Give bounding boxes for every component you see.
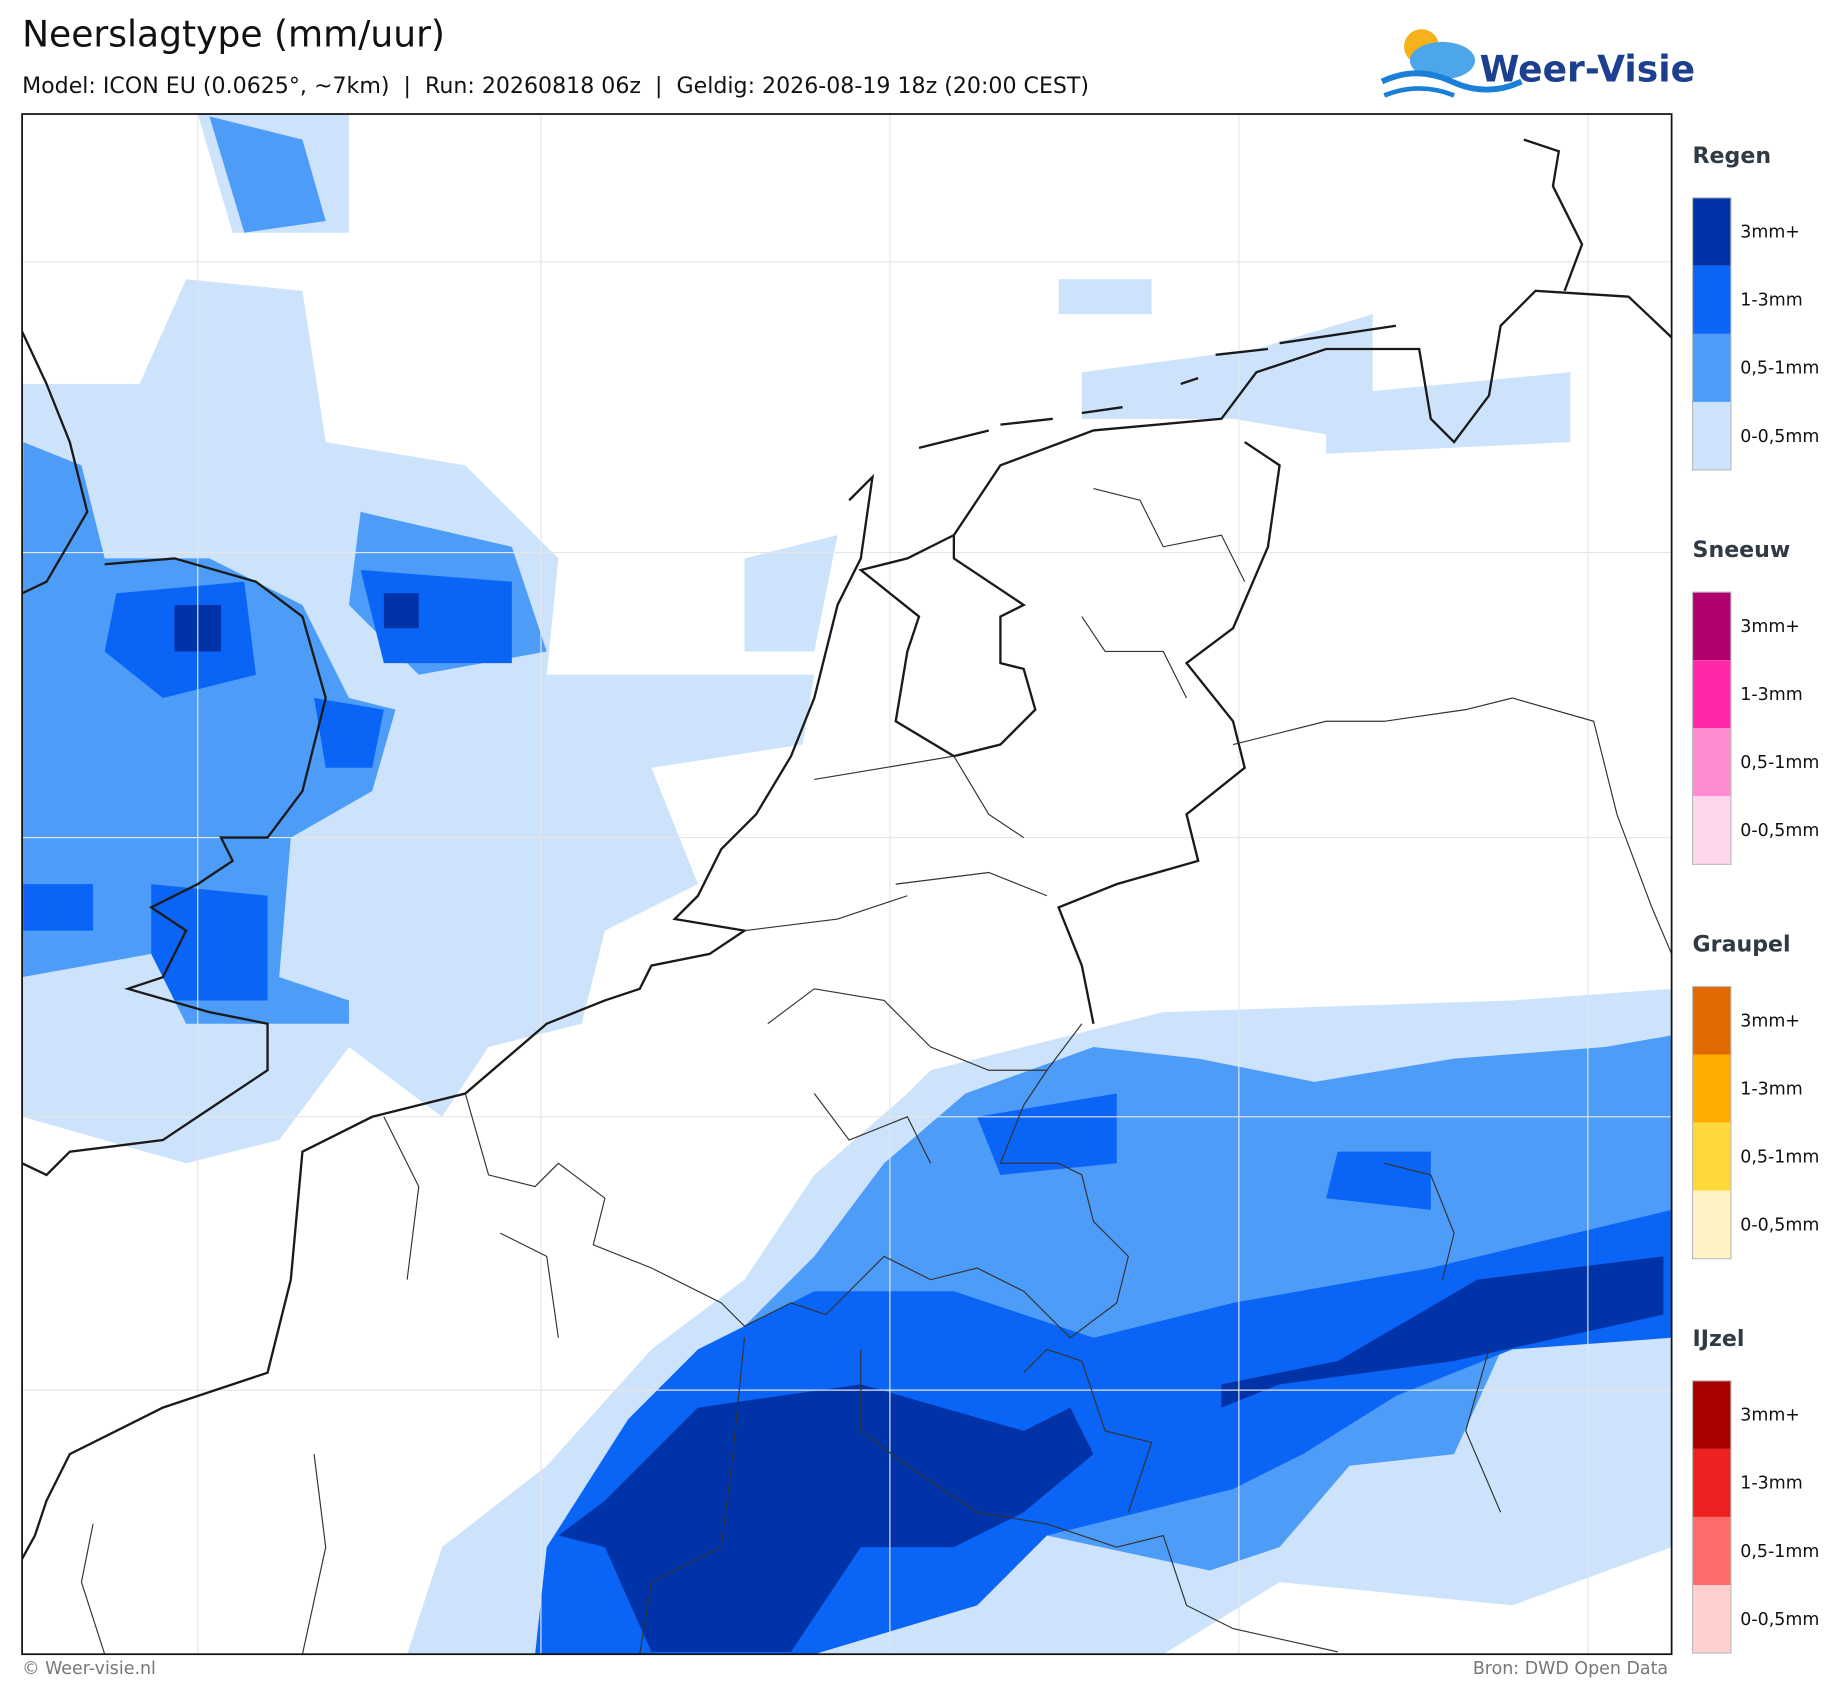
legend-group-title: IJzel — [1693, 1326, 1745, 1352]
legend-label: 0,5-1mm — [1740, 359, 1819, 379]
legend-label: 0-0,5mm — [1740, 821, 1819, 841]
precipitation — [22, 114, 1672, 1655]
legend-group-title: Sneeuw — [1693, 537, 1791, 563]
legend-swatch — [1692, 1448, 1731, 1517]
region-border — [80, 1116, 559, 1655]
legend-swatch — [1692, 333, 1731, 402]
legend-group-title: Regen — [1693, 143, 1772, 169]
legend-frame — [1691, 197, 1732, 471]
coastline — [22, 331, 327, 1177]
coastline — [22, 473, 875, 1560]
legend-swatch — [1692, 1380, 1731, 1449]
coastline — [952, 289, 1672, 1024]
legend-frame — [1691, 1380, 1732, 1654]
legend-label: 1-3mm — [1740, 685, 1802, 705]
coastline — [858, 533, 1037, 758]
legend-swatch — [1692, 1584, 1731, 1654]
region-border — [744, 488, 1672, 1513]
copyright: © Weer-visie.nl — [22, 1659, 156, 1679]
legend-label: 3mm+ — [1740, 1406, 1800, 1426]
precip-heavy — [23, 570, 512, 1001]
precip-light — [1058, 279, 1571, 454]
grid — [22, 114, 1672, 1655]
map-frame — [21, 113, 1673, 1656]
borders — [80, 488, 1672, 1655]
legend-swatch — [1692, 1054, 1731, 1123]
precip-light — [744, 535, 838, 652]
legend-label: 3mm+ — [1740, 617, 1800, 637]
legend-group-title: Graupel — [1693, 932, 1791, 958]
legend-swatch — [1692, 1190, 1731, 1259]
legend-label: 3mm+ — [1740, 223, 1800, 243]
precip-moderate — [22, 116, 547, 1024]
legend-label: 1-3mm — [1740, 1079, 1802, 1099]
legend-label: 1-3mm — [1740, 1474, 1802, 1494]
legend-label: 0,5-1mm — [1740, 1147, 1819, 1167]
legend-swatch — [1692, 592, 1731, 661]
source: Bron: DWD Open Data — [1473, 1659, 1668, 1679]
island — [918, 138, 1584, 450]
legend: Regen 3mm+ 1-3mm 0,5-1mm 0-0,5mm Sneeuw 3mm+ 1-… — [1691, 143, 1819, 1654]
map — [22, 114, 1672, 1655]
legend-frame — [1691, 985, 1732, 1260]
legend-swatch — [1692, 197, 1731, 266]
legend-label: 0-0,5mm — [1740, 1610, 1819, 1630]
legend-label: 3mm+ — [1740, 1011, 1800, 1031]
country-border — [464, 1069, 1130, 1339]
title: Neerslagtype (mm/uur) — [22, 14, 445, 56]
country-border — [639, 1337, 1338, 1655]
country-border — [767, 988, 1083, 1164]
legend-label: 0-0,5mm — [1740, 1215, 1819, 1235]
legend-frame — [1691, 591, 1732, 865]
coastlines — [22, 138, 1672, 1560]
legend-swatch — [1692, 660, 1731, 729]
legend-label: 0,5-1mm — [1740, 1542, 1819, 1562]
logo-text: Weer-Visie — [1480, 48, 1695, 90]
legend-label: 1-3mm — [1740, 291, 1802, 311]
legend-label: 0,5-1mm — [1740, 753, 1819, 773]
logo-cloud — [1409, 41, 1476, 80]
precip-very-heavy — [558, 1256, 1664, 1652]
legend-label: 0-0,5mm — [1740, 427, 1819, 447]
subtitle: Model: ICON EU (0.0625°, ~7km) | Run: 20… — [22, 73, 1089, 99]
legend-swatch — [1692, 1122, 1731, 1191]
legend-swatch — [1692, 796, 1731, 865]
logo-wave — [1380, 70, 1523, 93]
legend-swatch — [1692, 1516, 1731, 1585]
legend-swatch — [1692, 265, 1731, 334]
precip-very-heavy — [174, 593, 419, 652]
legend-swatch — [1692, 401, 1731, 470]
logo: Weer-Visie — [1380, 29, 1695, 98]
legend-swatch — [1692, 986, 1731, 1055]
logo-wave — [1383, 86, 1455, 98]
legend-swatch — [1692, 728, 1731, 797]
